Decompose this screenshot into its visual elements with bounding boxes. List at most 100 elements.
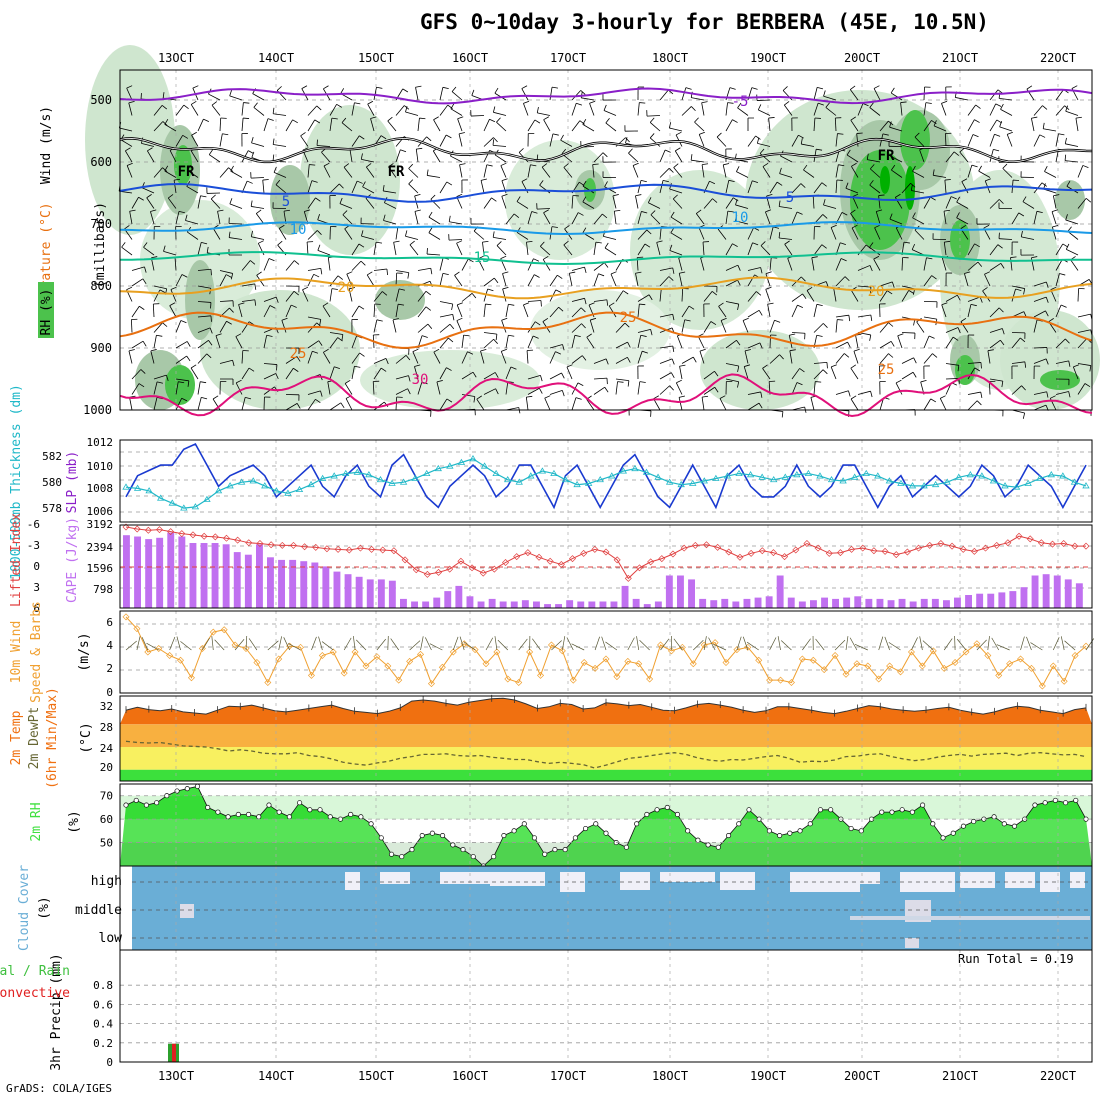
wind-barb-flag [318,340,323,346]
wind-barb [791,211,798,225]
wind-barb [124,150,133,163]
wind-barb-flag [181,274,188,278]
li-marker [524,549,532,557]
wind-barb [323,165,331,178]
wind-speed-marker [155,644,163,652]
wind-barb-flag [709,180,716,185]
wind-barb [229,95,243,101]
wind-barb-flag [617,381,624,383]
wind-barb [835,258,842,271]
wind-barb [501,196,507,209]
wind-barb-flag [639,102,646,104]
wind-barb-flag [129,209,136,212]
wind-barb [417,118,420,132]
wind-barb [867,159,881,163]
wind-speed-marker [242,644,250,652]
wind-barb-flag [1045,358,1049,365]
wind-barb-flag [590,317,597,321]
thickness-marker [989,477,998,484]
wind-barb [767,304,771,318]
wind-barb [212,398,221,411]
wind-barb [373,242,377,256]
wind-barb-flag [818,102,824,106]
wind-barb-flag [998,199,1004,204]
wind-speed-marker [678,643,686,651]
wind-barb [900,102,903,116]
wind-barb [779,206,793,209]
li-marker [513,553,521,561]
wind-barb-flag [576,102,583,106]
wind-barb-flag [296,356,301,362]
wind-barb [988,381,991,395]
wind-barb-flag [494,87,499,94]
wind-barb-flag [388,163,394,168]
wind-speed-marker [1027,664,1035,672]
rh-marker [205,804,211,810]
cape-bar [976,593,984,608]
rh-marker [674,811,681,818]
wind-speed-marker [133,625,141,633]
wind-barb [989,103,997,116]
rh-marker [777,832,783,839]
wind-barb [483,304,486,318]
cape-bar [267,557,274,608]
wind-barb [500,165,507,178]
wind-barb [173,180,177,194]
wind-barb-flag [343,163,350,168]
wind-barb [879,120,889,132]
wind-speed-marker [406,657,414,665]
wind-speed-marker [591,664,599,672]
wind-barb-flag [354,365,361,368]
surface-wind-barb [532,638,541,651]
wind-barb-flag [561,372,565,379]
wind-barb-flag [580,90,586,95]
wind-barb [593,242,597,256]
wind-barb [725,264,739,271]
wind10-unit: (m/s) [77,632,92,671]
thickness-marker [781,473,789,480]
wind-barb-flag [539,180,544,186]
wind-barb-flag [446,181,453,186]
wind-barb-flag [150,209,157,212]
li-tick-label: -3 [27,539,40,552]
wind-barb [1077,338,1088,349]
wind-barb-flag [541,163,548,168]
wind-barb-flag [230,273,234,280]
precip-convective-label: Convective [0,986,70,1001]
wind-barb [637,381,641,395]
thickness-marker [538,467,547,474]
rh-marker [766,828,772,834]
surface-wind-barb [746,641,759,651]
wind-barb-flag [414,194,421,197]
x-tick-label-top: 19OCT [750,51,786,65]
li-marker [569,555,577,563]
wind-barb-flag [602,213,608,219]
wind-barb [765,273,771,287]
wind-barb [813,381,816,395]
wind-barb [762,368,771,380]
surface-wind-barb [991,637,1000,651]
thickness-marker [897,479,905,486]
wind-barb [659,313,673,318]
wind-barb [197,353,207,364]
wind-barb-flag [544,395,551,399]
wind-barb-flag [334,366,341,370]
wind-barb-flag [162,92,165,99]
wind-barb [678,273,683,287]
wind-barb-flag [229,198,233,205]
cape-bar [599,601,607,608]
wind-speed-marker [657,641,665,649]
temp-band-orange [120,724,1092,747]
wind-barb-flag [604,181,608,187]
wind-barb [670,216,683,225]
wind-barb [568,273,573,287]
wind-barb-flag [957,295,961,301]
wind-barb [241,102,244,116]
wind-barb-flag [610,271,617,275]
wind-barb [527,300,541,302]
wind-barb-flag [491,197,497,202]
li-marker [435,568,443,576]
surface-wind-barb [693,640,704,651]
wind-barb [945,294,958,302]
surface-wind-barb [878,636,884,651]
